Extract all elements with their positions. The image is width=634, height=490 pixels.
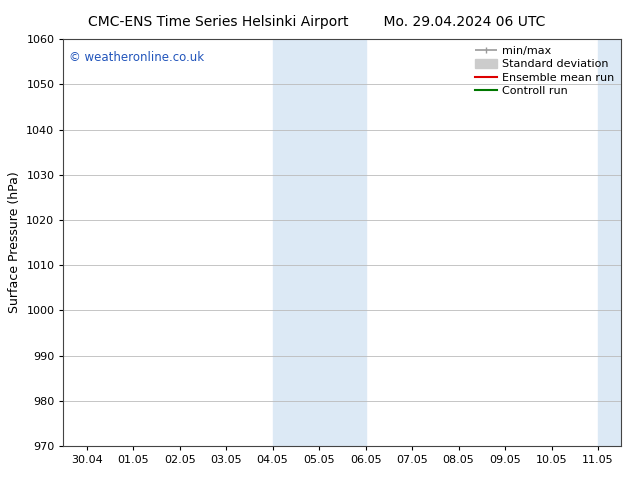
Bar xyxy=(273,39,366,446)
Y-axis label: Surface Pressure (hPa): Surface Pressure (hPa) xyxy=(8,172,21,314)
Bar xyxy=(598,39,634,446)
Legend: min/max, Standard deviation, Ensemble mean run, Controll run: min/max, Standard deviation, Ensemble me… xyxy=(471,43,618,99)
Text: CMC-ENS Time Series Helsinki Airport        Mo. 29.04.2024 06 UTC: CMC-ENS Time Series Helsinki Airport Mo.… xyxy=(88,15,546,29)
Text: © weatheronline.co.uk: © weatheronline.co.uk xyxy=(69,51,204,64)
